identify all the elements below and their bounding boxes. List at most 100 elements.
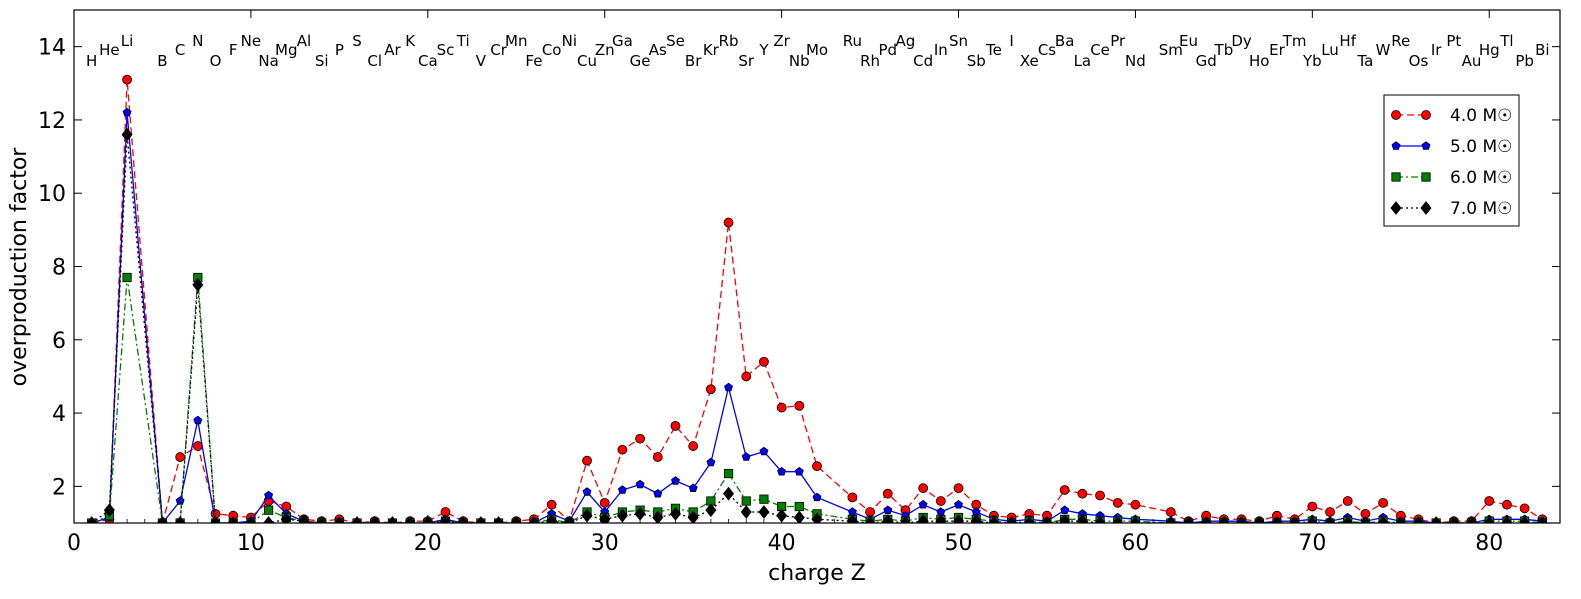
element-label-b: B [157,52,167,70]
element-label-yb: Yb [1302,52,1322,70]
x-axis-title: charge Z [768,561,866,586]
element-label-p: P [335,41,344,59]
element-label-nd: Nd [1125,52,1146,70]
data-point [1502,499,1512,510]
element-label-te: Te [985,41,1002,59]
data-point [777,467,787,476]
legend-marker [1390,201,1402,215]
data-point [970,514,982,523]
element-label-sc: Sc [437,41,455,59]
data-point [1060,505,1070,514]
data-point [599,497,610,508]
element-label-co: Co [542,41,562,59]
element-label-zn: Zn [595,41,615,59]
data-point [759,356,769,367]
data-point [193,415,203,425]
element-label-ba: Ba [1055,32,1074,50]
element-label-bi: Bi [1535,41,1549,59]
data-point [724,382,733,392]
plot-frame [73,9,1561,524]
legend-marker [1391,172,1401,182]
data-point [671,476,680,485]
data-point [918,483,929,494]
data-point [617,444,628,455]
data-point [723,486,735,501]
data-point [1484,496,1495,506]
data-point [1165,507,1176,517]
data-point [1519,503,1530,514]
element-label-hf: Hf [1339,32,1356,50]
data-point [812,461,822,472]
element-label-ir: Ir [1431,41,1442,59]
data-point [175,496,185,505]
element-label-f: F [229,41,238,59]
data-point [122,74,132,85]
data-point [617,485,627,494]
element-label-cl: Cl [367,52,382,70]
element-label-tl: Tl [1499,32,1513,50]
data-point [882,488,893,499]
x-tick-label: 10 [237,531,265,556]
element-label-h: H [86,52,97,70]
element-label-li: Li [121,32,134,50]
x-tick-label: 50 [945,531,973,556]
element-label-ti: Ti [456,32,470,50]
element-label-dy: Dy [1231,32,1252,50]
data-point [1378,497,1388,508]
data-point [705,503,717,518]
data-point [759,446,769,456]
data-point [192,441,203,451]
legend-label: 4.0 M☉ [1450,106,1512,126]
series-line [91,277,1543,523]
data-point [706,457,716,467]
data-point [1059,514,1071,523]
element-label-sr: Sr [738,52,755,70]
element-label-pb: Pb [1515,52,1534,70]
data-point [122,272,132,283]
series-3 [87,272,1547,523]
data-point [1112,497,1123,508]
data-point [1077,488,1088,499]
element-label-xe: Xe [1020,52,1039,70]
data-point [758,505,770,519]
data-point [740,505,752,519]
data-point [280,512,292,523]
legend-marker [1421,172,1431,182]
data-point [846,514,858,523]
data-point [847,507,857,516]
legend-box [1383,94,1520,227]
legend-marker [1391,141,1401,150]
element-label-in: In [934,41,948,59]
element-label-mg: Mg [275,41,297,59]
data-point [652,510,664,523]
y-tick-label: 12 [38,109,66,134]
data-point [546,499,557,510]
data-point [1059,485,1070,495]
y-tick-label: 14 [38,36,66,61]
element-label-os: Os [1409,52,1429,70]
element-label-cs: Cs [1038,41,1056,59]
data-point [1095,490,1105,501]
data-point [688,441,699,451]
legend-label: 7.0 M☉ [1450,199,1512,219]
element-label-cr: Cr [490,41,507,59]
data-point [882,514,894,523]
element-label-mn: Mn [505,32,527,50]
element-label-tm: Tm [1282,32,1307,50]
element-label-kr: Kr [703,41,720,59]
element-label-ar: Ar [384,41,401,59]
data-point [1325,507,1335,517]
data-point [635,479,645,489]
data-point [1342,496,1353,506]
data-point [935,496,946,506]
element-label-nb: Nb [789,52,810,70]
data-point [264,490,274,500]
legend-marker [1421,141,1431,150]
x-tick-label: 20 [414,531,442,556]
element-label-cd: Cd [913,52,933,70]
data-point [582,455,592,466]
y-tick-label: 2 [52,475,66,500]
legend: 4.0 M☉ 5.0 M☉ 6.0 M☉ 7.0 M☉ [1383,94,1520,227]
element-label-ta: Ta [1356,52,1373,70]
